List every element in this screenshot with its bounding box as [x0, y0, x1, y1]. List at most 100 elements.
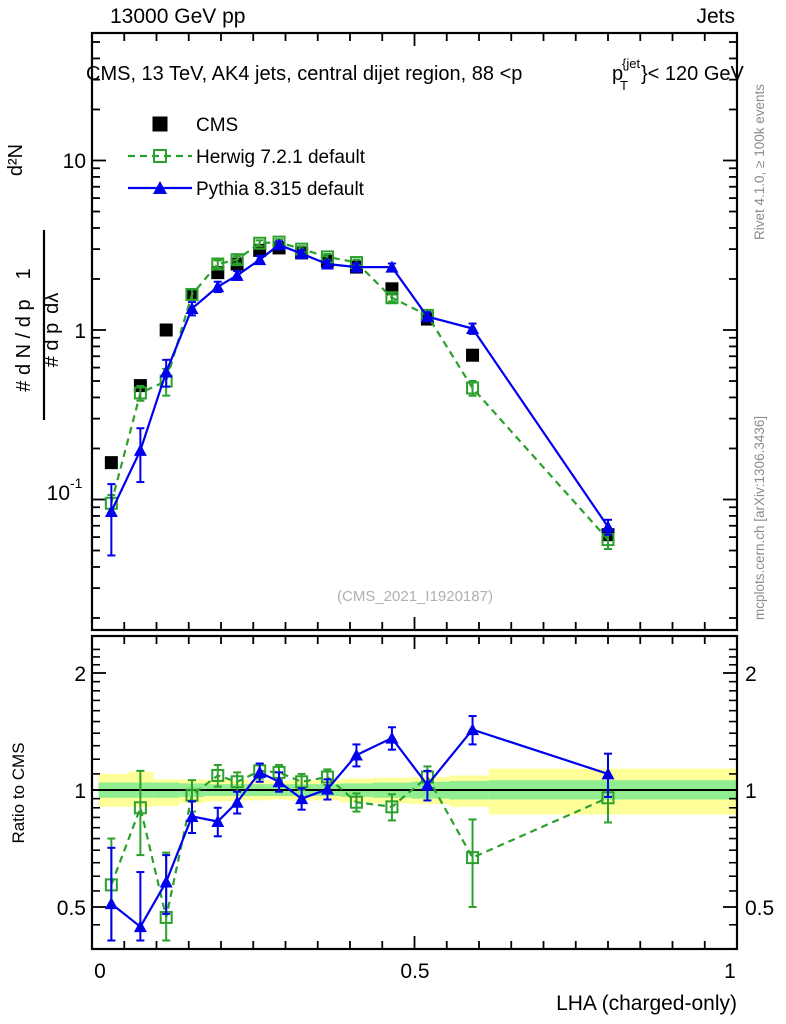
marker-triangle-filled — [133, 920, 147, 933]
main-panel: # d N / d p 1 # d p dλ d²N CMS, 13 TeV, … — [5, 31, 745, 632]
mcplots-text: mcplots.cern.ch [arXiv:1306.3436] — [752, 416, 767, 620]
header-left: 13000 GeV pp — [110, 5, 245, 28]
marker-square-open — [211, 768, 225, 782]
ratio-ytick-2-right: 2 — [745, 663, 757, 686]
marker-triangle-filled — [104, 897, 118, 910]
xtick-1: 1 — [724, 960, 736, 983]
ratio-ylabel: Ratio to CMS — [9, 742, 28, 843]
ratio-ytick-05-left: 0.5 — [57, 897, 86, 920]
marker-triangle-filled — [466, 723, 480, 736]
marker-triangle-filled — [349, 260, 363, 273]
marker-triangle-filled — [185, 809, 199, 822]
main-title-p: p — [612, 63, 623, 85]
main-ylabel-den: # d p dλ — [41, 293, 63, 368]
header-right: Jets — [696, 5, 735, 28]
marker-triangle-filled — [211, 280, 225, 293]
marker-square-open — [211, 257, 225, 271]
marker-triangle-filled — [104, 504, 118, 517]
marker-triangle-filled — [230, 268, 244, 281]
main-ytick-0.1: 10 -1 — [47, 475, 83, 505]
marker-triangle-filled — [159, 875, 173, 888]
main-ylabel-d2n: d²N — [5, 144, 27, 176]
ratio-panel: Ratio to CMS 2 1 0.5 2 1 0.5 0 0.5 1 LHA… — [9, 634, 774, 1015]
series-pythia — [104, 238, 615, 557]
marker-square-open — [466, 381, 480, 395]
marker-square-open — [133, 386, 147, 400]
main-yticks — [92, 41, 737, 619]
dataset-watermark: (CMS_2021_I1920187) — [337, 588, 493, 605]
main-panel-frame — [90, 31, 739, 632]
ratio-xticks — [91, 636, 738, 949]
marker-square-filled — [152, 116, 168, 132]
marker-square-open — [185, 287, 199, 301]
main-title: CMS, 13 TeV, AK4 jets, central dijet reg… — [86, 56, 745, 93]
main-ylabel-num: # d N / d p 1 — [13, 268, 35, 391]
series-herwig — [104, 235, 615, 551]
marker-triangle-filled — [159, 365, 173, 378]
marker-square-filled — [104, 456, 118, 470]
marker-triangle-filled — [420, 778, 434, 791]
marker-triangle-filled — [466, 322, 480, 335]
marker-square-open — [253, 236, 267, 250]
marker-square-open — [133, 801, 147, 815]
ratio-ytick-05-right: 0.5 — [745, 897, 774, 920]
main-title-text: CMS, 13 TeV, AK4 jets, central dijet reg… — [86, 63, 522, 85]
legend-label: CMS — [196, 115, 238, 136]
marker-triangle-filled — [272, 775, 286, 788]
marker-square-filled — [466, 348, 480, 362]
main-ylabel: # d N / d p 1 # d p dλ d²N — [5, 144, 63, 420]
xtick-0: 0 — [94, 960, 106, 983]
ratio-ytick-1-left: 1 — [74, 780, 86, 803]
legend-label: Herwig 7.2.1 default — [196, 147, 366, 168]
marker-triangle-filled — [185, 301, 199, 314]
main-ytick-1: 1 — [74, 320, 86, 343]
marker-triangle-filled — [272, 238, 286, 251]
marker-triangle-filled — [153, 181, 167, 194]
main-title-sup: {jet — [622, 56, 640, 71]
ratio-ytick-1-right: 1 — [745, 780, 757, 803]
ratio-uncertainty-bands — [98, 768, 737, 815]
marker-square-filled — [159, 323, 173, 337]
x-axis-label: LHA (charged-only) — [556, 992, 737, 1015]
marker-square-open — [230, 775, 244, 789]
marker-square-open — [230, 253, 244, 267]
svg-text:10: 10 — [47, 482, 70, 505]
marker-triangle-filled — [230, 795, 244, 808]
xtick-05: 0.5 — [400, 960, 429, 983]
main-title-sub: T — [620, 78, 628, 93]
marker-triangle-filled — [349, 748, 363, 761]
svg-text:-1: -1 — [70, 475, 83, 491]
main-xticks — [91, 33, 738, 630]
legend-label: Pythia 8.315 default — [196, 179, 365, 200]
side-annotations: Rivet 4.1.0, ≥ 100k events mcplots.cern.… — [752, 84, 767, 620]
legend: CMS Herwig 7.2.1 default Pythia 8.315 defa… — [128, 115, 366, 200]
marker-triangle-filled — [295, 792, 309, 805]
marker-triangle-filled — [385, 260, 399, 273]
ratio-ytick-2-left: 2 — [74, 663, 86, 686]
marker-triangle-filled — [601, 520, 615, 533]
marker-triangle-filled — [295, 247, 309, 260]
series-line — [110, 240, 609, 541]
main-data-series — [104, 235, 615, 557]
marker-square-open — [385, 291, 399, 305]
marker-square-open — [153, 149, 167, 163]
ratio-yticks — [92, 648, 737, 926]
marker-triangle-filled — [253, 765, 267, 778]
series-line — [110, 243, 609, 528]
marker-triangle-filled — [601, 767, 615, 780]
marker-triangle-filled — [133, 443, 147, 456]
marker-triangle-filled — [385, 731, 399, 744]
marker-triangle-filled — [211, 814, 225, 827]
main-title-tail: }< 120 GeV — [641, 63, 745, 85]
marker-square-open — [295, 775, 309, 789]
ratio-data-series — [104, 715, 615, 942]
legend-entry: Herwig 7.2.1 default — [128, 147, 366, 168]
marker-square-open — [385, 800, 399, 814]
marker-square-open — [349, 795, 363, 809]
marker-triangle-filled — [320, 257, 334, 270]
main-ytick-10: 10 — [63, 150, 86, 173]
marker-triangle-filled — [320, 782, 334, 795]
marker-triangle-filled — [420, 310, 434, 323]
